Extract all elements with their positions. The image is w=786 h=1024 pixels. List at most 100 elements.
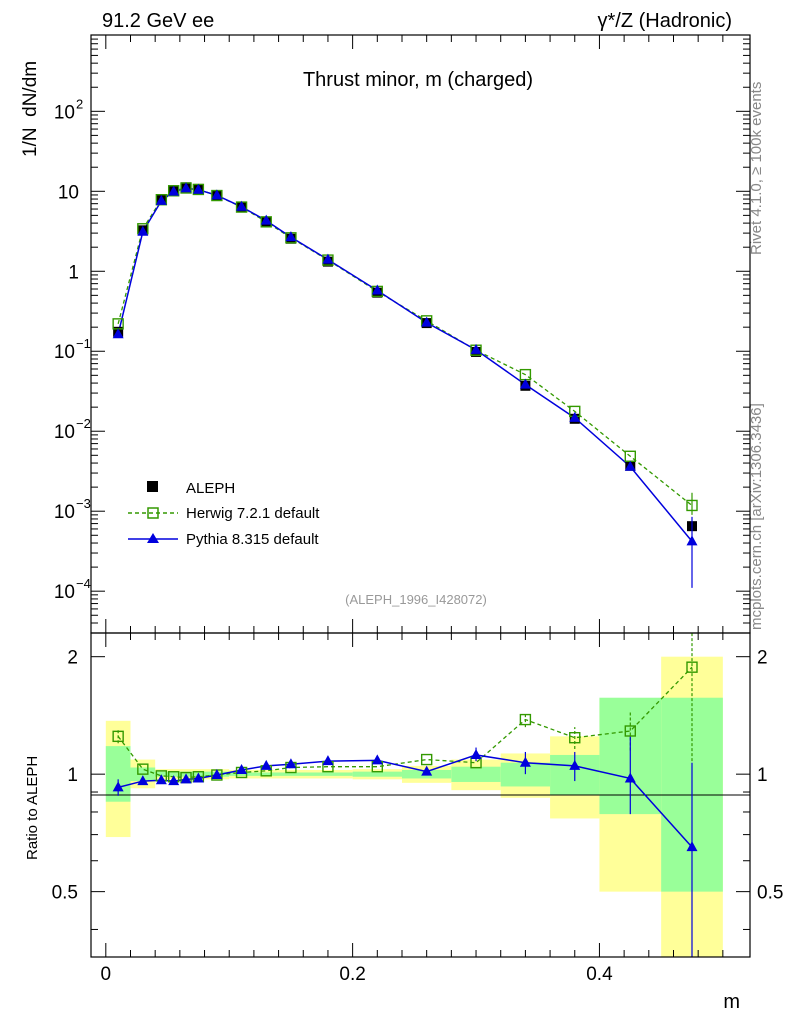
ratio-pythia-point [137,775,149,786]
main-y-tick-label: 10 [54,422,75,443]
ratio-pythia-point [421,765,433,776]
main-y-tick-exponent: −3 [76,496,91,511]
ratio-herwig-point [624,725,636,737]
ratio-y-ticks: 0.5 0.5 1 1 2 2 [52,648,783,930]
legend-marker-pythia [147,533,159,543]
ratio-herwig-point [686,661,698,673]
ratio-pythia-point [470,748,482,759]
ratio-frame-border [90,632,751,958]
main-y-tick-label: 10 [54,342,75,363]
main-plot-title: Thrust minor, m (charged) [303,69,533,91]
main-y-tick-label: 10 [54,582,75,603]
ratio-pythia-point [168,775,180,786]
mcplots-label: mcplots.cern.ch [arXiv:1306.3436] [748,403,765,630]
pythia-point [192,183,204,194]
ratio-pythia-point [192,772,204,783]
ratio-band-inner [229,772,353,776]
pythia-point [470,343,482,354]
legend-label-pythia: Pythia 8.315 default [186,531,319,548]
x-axis-label: m [723,991,740,1013]
ratio-band-inner [155,771,230,777]
pythia-point [155,194,167,205]
pythia-point [569,411,581,422]
main-y-tick-exponent: −1 [76,336,91,351]
legend: ALEPH Herwig 7.2.1 default Pythia 8.315 … [128,480,320,548]
ratio-herwig-point [519,713,532,726]
pythia-point [236,200,248,211]
ratio-pythia-point [686,841,698,852]
ratio-y-tick-label-left: 0.5 [52,883,78,904]
ratio-pythia-point [211,769,223,780]
ratio-pythia-point [519,756,531,767]
ratio-pythia-point [624,772,636,783]
pythia-point [168,185,180,196]
herwig-point [519,368,532,381]
pythia-point [260,214,272,225]
legend-label-aleph: ALEPH [186,480,235,497]
x-tick-label: 0.4 [586,964,613,985]
ratio-pythia-point [260,759,272,770]
ratio-pythia-point [371,754,383,765]
ratio-herwig-point [420,753,433,766]
ratio-herwig-point [470,756,482,769]
ratio-series-group [112,633,698,957]
herwig-point [112,318,124,330]
ratio-band-inner [352,771,402,777]
pythia-point [371,284,383,295]
main-y-tick-exponent: −4 [76,576,91,591]
ratio-x-ticks: 0 0.2 0.4 [101,633,724,985]
main-y-tick-exponent: 2 [76,96,83,111]
ratio-pythia-point [322,755,334,766]
pythia-point [624,460,636,471]
x-tick-label: 0.2 [339,964,365,985]
process-label: γ*/Z (Hadronic) [598,10,732,32]
ratio-pythia-point [236,763,248,774]
pythia-point [519,378,531,389]
ratio-pythia-point [180,773,192,784]
ratio-pythia-point [112,781,124,792]
pythia-point [285,231,297,242]
main-y-tick-label: 10 [58,182,79,203]
pythia-point [211,189,223,200]
pythia-point [137,225,149,236]
ratio-y-axis-label: Ratio to ALEPH [24,756,41,860]
pythia-point [421,316,433,327]
main-panel: Thrust minor, m (charged) (ALEPH_1996_I4… [20,34,751,634]
main-y-tick-label: 10 [54,102,75,123]
ratio-pythia-point [285,758,297,769]
ratio-herwig-line [117,666,693,779]
ratio-herwig-point [569,732,581,744]
legend-marker-aleph [147,481,158,492]
ratio-y-tick-label-left: 2 [67,648,78,669]
main-y-tick-label: 10 [54,502,75,523]
ratio-herwig-point [112,730,124,743]
legend-label-herwig: Herwig 7.2.1 default [186,505,320,522]
ratio-panel: 0.5 0.5 1 1 2 2 0 0.2 0.4 Ratio to ALEPH m [24,632,783,1013]
ratio-frame [90,632,751,958]
pythia-point [112,328,124,339]
ratio-y-tick-label-left: 1 [67,765,78,786]
analysis-tag: (ALEPH_1996_I428072) [345,592,487,607]
main-y-tick-exponent: −2 [76,416,91,431]
ratio-band-inner [500,762,551,787]
ratio-herwig-point [137,763,149,775]
ratio-y-tick-label-right: 2 [757,648,768,669]
herwig-line [117,187,693,506]
herwig-point [624,450,636,462]
ratio-y-tick-label-right: 0.5 [757,883,783,904]
ratio-pythia-point [155,774,167,785]
ratio-y-tick-label-right: 1 [757,765,768,786]
ratio-pythia-point [569,759,581,770]
legend-marker-herwig [147,507,159,519]
main-series-group [112,182,698,588]
pythia-point [322,253,334,264]
main-y-axis-label: 1/N dN/dm [20,61,41,157]
x-tick-label: 0 [101,964,112,985]
rivet-version-label: Rivet 4.1.0, ≥ 100k events [748,82,765,255]
pythia-point [180,182,192,193]
ratio-band-inner [451,766,501,782]
energy-label: 91.2 GeV ee [102,10,214,32]
main-y-tick-label: 1 [68,262,79,283]
